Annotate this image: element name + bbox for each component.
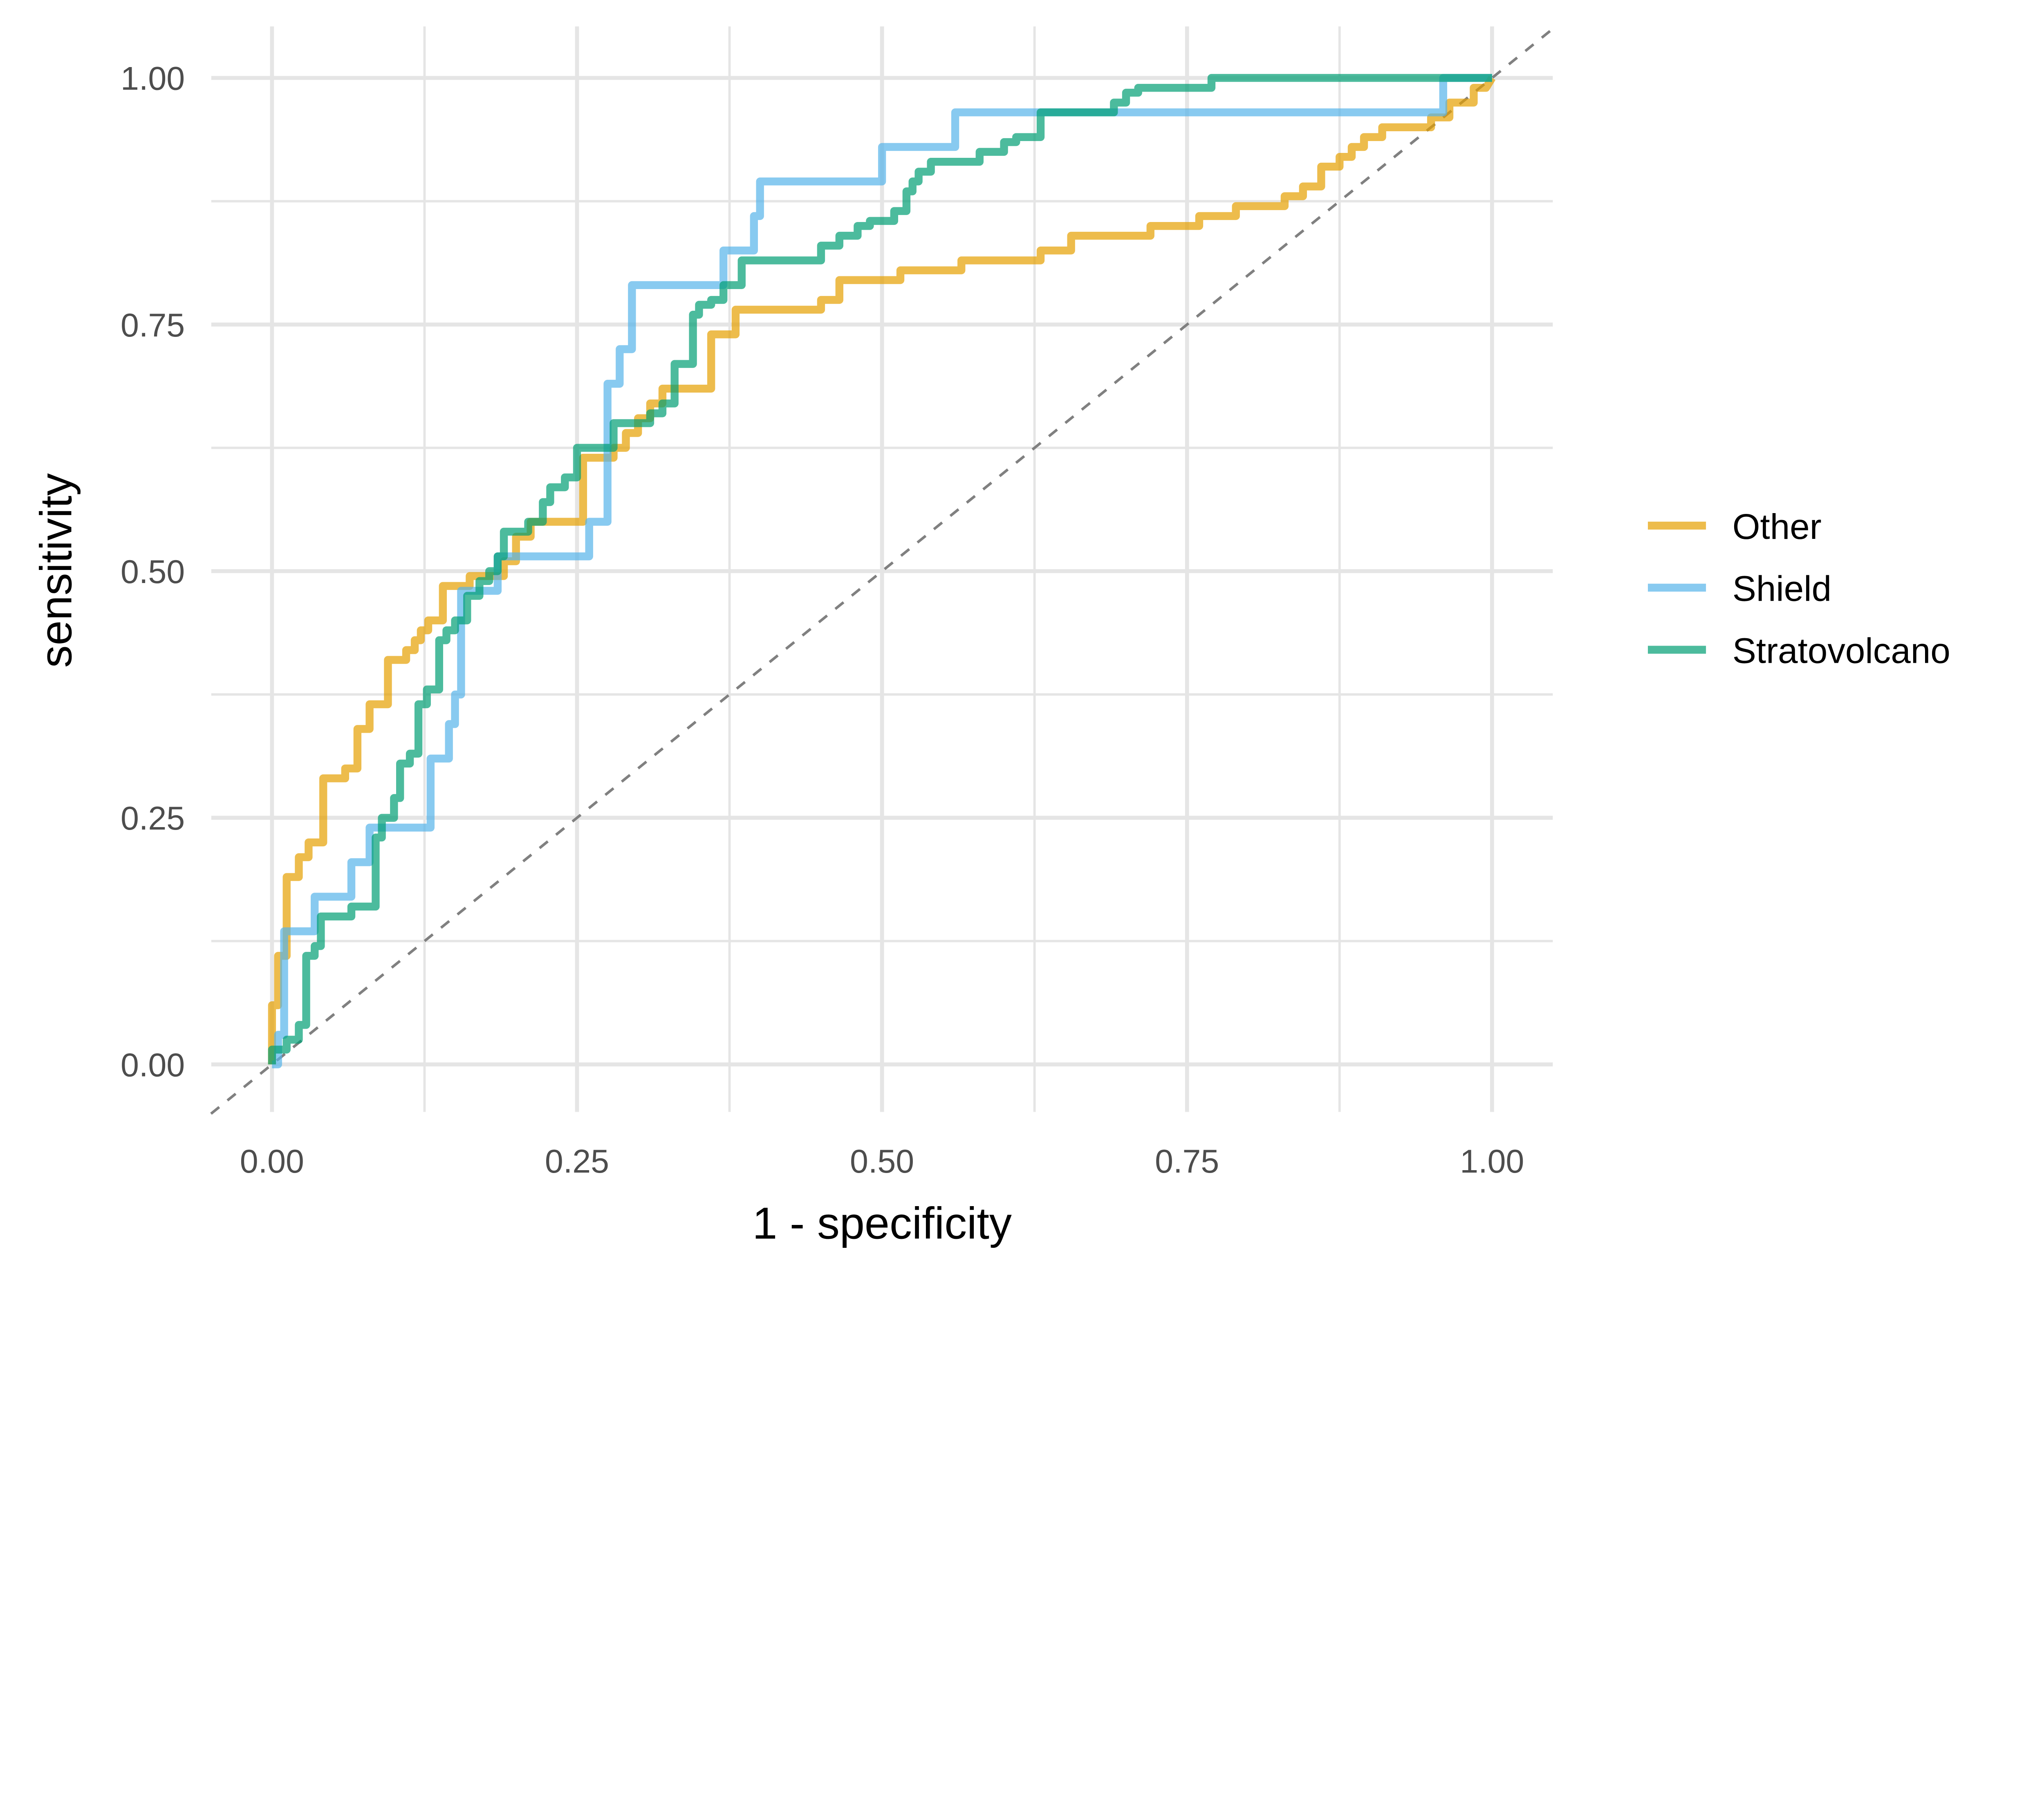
y-axis-title: sensitivity — [31, 473, 81, 668]
roc-line-shield — [272, 74, 1492, 1069]
y-tick-label: 1.00 — [121, 61, 185, 97]
legend-label: Stratovolcano — [1732, 631, 1950, 671]
x-tick-label: 0.75 — [1155, 1143, 1219, 1180]
grid — [211, 26, 1553, 1112]
x-axis-ticks: 0.00 0.25 0.50 0.75 1.00 — [240, 1143, 1524, 1180]
roc-chart: 0.00 0.25 0.50 0.75 1.00 0.00 0.25 0.50 0.75 1.0… — [31, 26, 1950, 1249]
y-tick-label: 0.75 — [121, 307, 185, 344]
reference-diagonal — [210, 27, 1554, 1115]
y-tick-label: 0.00 — [121, 1047, 185, 1083]
roc-line-stratovolcano — [268, 74, 1492, 1065]
legend-label: Other — [1732, 507, 1822, 547]
x-tick-label: 0.25 — [545, 1143, 609, 1180]
x-tick-label: 0.50 — [850, 1143, 914, 1180]
roc-curves — [268, 74, 1496, 1069]
legend-label: Shield — [1732, 569, 1831, 609]
x-axis-title: 1 - specificity — [752, 1199, 1012, 1249]
legend: Other Shield Stratovolcano — [1648, 507, 1950, 671]
y-tick-label: 0.25 — [121, 800, 185, 837]
y-tick-label: 0.50 — [121, 554, 185, 590]
y-axis-ticks: 0.00 0.25 0.50 0.75 1.00 — [121, 61, 185, 1084]
x-tick-label: 0.00 — [240, 1143, 304, 1180]
x-tick-label: 1.00 — [1460, 1143, 1524, 1180]
